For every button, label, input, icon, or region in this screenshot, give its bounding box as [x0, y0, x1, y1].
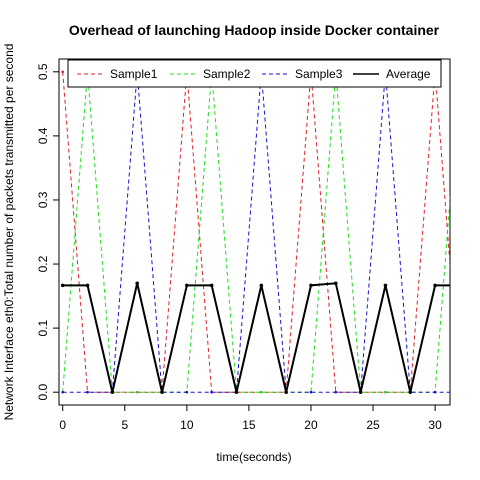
y-axis-label: Network Interface eth0:Total number of p…	[2, 44, 16, 421]
data-point-sample3	[459, 391, 462, 394]
data-point-sample3	[334, 390, 338, 394]
x-tick-label: 10	[180, 418, 194, 432]
data-point-sample3	[433, 390, 437, 394]
y-tick-label: 0.0	[36, 384, 50, 401]
legend: Sample1 Sample2 Sample3 Average	[67, 59, 442, 88]
data-point-sample2	[384, 390, 387, 394]
y-tick-label: 0.1	[36, 319, 50, 336]
series-layer	[60, 70, 462, 394]
data-point-average	[358, 390, 363, 394]
y-tick-label: 0.4	[36, 127, 50, 144]
data-point-sample3	[86, 390, 89, 394]
y-tick-label: 0.3	[36, 191, 50, 208]
legend-label-average: Average	[386, 67, 431, 81]
data-point-sample2	[135, 390, 139, 394]
data-point-sample3	[309, 390, 313, 394]
data-point-sample3	[210, 390, 213, 394]
legend-label-sample1: Sample1	[110, 67, 158, 81]
legend-label-sample3: Sample3	[295, 67, 343, 81]
data-point-sample1	[459, 391, 462, 394]
data-point-average	[458, 284, 462, 288]
y-tick-label: 0.2	[36, 255, 50, 272]
plot-frame	[58, 58, 451, 406]
data-point-average	[85, 283, 90, 288]
x-tick-label: 25	[366, 418, 380, 432]
x-tick-label: 5	[121, 418, 128, 432]
data-point-average	[433, 283, 437, 288]
data-point-sample3	[61, 390, 65, 394]
data-point-average	[408, 390, 413, 394]
data-point-average	[234, 390, 239, 394]
data-point-average	[383, 283, 388, 288]
x-tick-label: 20	[304, 418, 318, 432]
data-point-average	[259, 283, 264, 288]
data-point-average	[135, 281, 139, 286]
x-axis: 0 5 10 15 20 25 30	[59, 405, 442, 432]
series-line-average	[62, 282, 450, 393]
data-point-average	[185, 283, 189, 288]
chart-title: Overhead of launching Hadoop inside Dock…	[69, 22, 440, 38]
x-axis-label: time(seconds)	[216, 450, 291, 464]
x-tick-label: 30	[428, 418, 442, 432]
legend-label-sample2: Sample2	[203, 67, 251, 81]
data-point-average	[160, 390, 164, 394]
data-point-average	[209, 283, 214, 288]
data-point-sample1	[61, 70, 65, 74]
x-tick-label: 0	[59, 418, 66, 432]
data-point-average	[284, 390, 288, 394]
series-line-sample2	[62, 71, 450, 393]
data-point-average	[334, 281, 338, 286]
y-axis: 0.0 0.1 0.2 0.3 0.4 0.5	[36, 63, 59, 401]
data-point-average	[60, 283, 65, 288]
data-point-sample2	[260, 390, 263, 394]
data-point-sample3	[185, 390, 189, 394]
data-point-average	[110, 390, 115, 394]
x-tick-label: 15	[242, 418, 256, 432]
data-point-average	[309, 283, 313, 288]
data-point-sample2	[459, 71, 462, 74]
y-tick-label: 0.5	[36, 63, 50, 80]
